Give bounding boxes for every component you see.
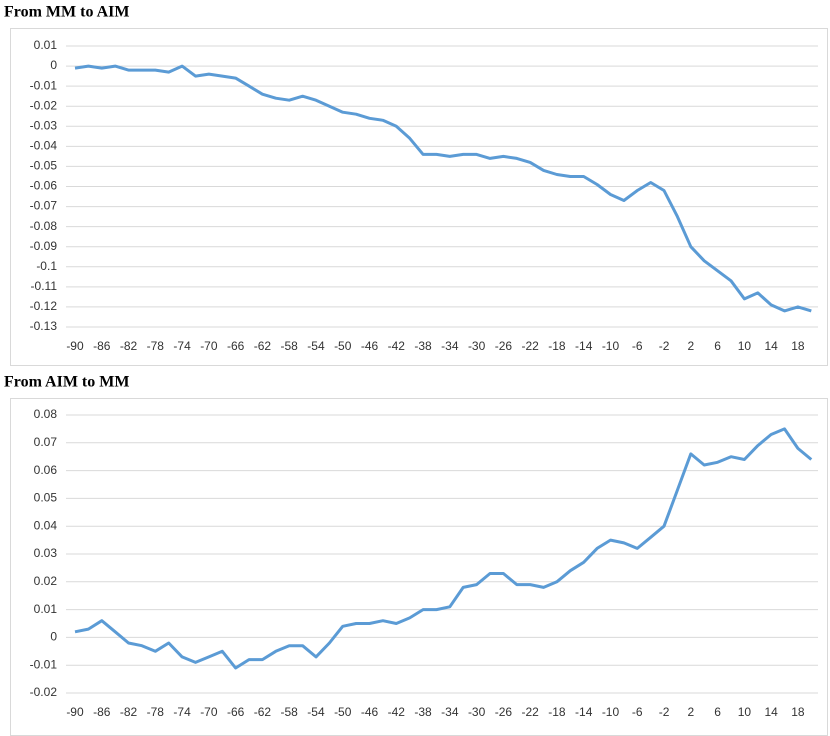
x-tick-label: -2: [659, 705, 670, 719]
x-tick-label: -66: [227, 339, 245, 353]
x-tick-label: -58: [281, 339, 299, 353]
x-tick-label: 18: [791, 339, 805, 353]
x-tick-label: -46: [361, 705, 379, 719]
x-tick-label: -78: [147, 339, 165, 353]
x-tick-label: -26: [495, 705, 513, 719]
x-tick-label: -74: [173, 339, 191, 353]
y-tick-label: -0.09: [30, 239, 58, 253]
x-tick-label: -90: [66, 339, 84, 353]
y-tick-label: -0.02: [30, 98, 58, 112]
x-tick-label: -38: [414, 339, 432, 353]
x-tick-label: -10: [602, 705, 620, 719]
y-tick-label: -0.1: [36, 259, 57, 273]
x-tick-label: -6: [632, 339, 643, 353]
x-tick-label: -90: [66, 705, 84, 719]
y-tick-label: -0.07: [30, 199, 58, 213]
y-tick-label: 0.07: [34, 435, 58, 449]
x-tick-label: -50: [334, 705, 352, 719]
x-tick-label: -34: [441, 339, 459, 353]
x-tick-label: -2: [659, 339, 670, 353]
y-tick-label: -0.03: [30, 118, 58, 132]
x-tick-label: -30: [468, 339, 486, 353]
x-tick-label: -42: [388, 705, 406, 719]
x-tick-label: -38: [414, 705, 432, 719]
x-tick-label: -74: [173, 705, 191, 719]
y-tick-label: -0.06: [30, 179, 58, 193]
y-tick-label: 0.02: [34, 574, 58, 588]
y-tick-label: -0.12: [30, 299, 58, 313]
x-tick-label: -26: [495, 339, 513, 353]
y-tick-label: -0.01: [30, 657, 58, 671]
y-tick-label: 0: [50, 58, 57, 72]
x-tick-label: -30: [468, 705, 486, 719]
data-line: [74, 64, 812, 313]
x-tick-label: -86: [93, 705, 111, 719]
x-tick-label: -42: [388, 339, 406, 353]
x-tick-label: -14: [575, 705, 593, 719]
x-tick-label: 10: [738, 339, 752, 353]
chart-frame: [10, 28, 828, 366]
x-tick-label: -86: [93, 339, 111, 353]
x-tick-label: -6: [632, 705, 643, 719]
y-tick-label: 0: [50, 630, 57, 644]
x-tick-label: -58: [281, 705, 299, 719]
y-tick-label: 0.05: [34, 491, 58, 505]
x-tick-label: -54: [307, 339, 325, 353]
y-tick-label: -0.04: [30, 139, 58, 153]
x-tick-label: -10: [602, 339, 620, 353]
x-tick-label: -82: [120, 705, 138, 719]
x-tick-label: 2: [687, 339, 694, 353]
x-tick-label: -18: [548, 339, 566, 353]
x-tick-label: -70: [200, 339, 218, 353]
y-tick-label: -0.05: [30, 159, 58, 173]
chart-title: From AIM to MM: [4, 374, 129, 391]
x-tick-label: -62: [254, 339, 272, 353]
x-tick-label: 10: [738, 705, 752, 719]
y-tick-label: -0.01: [30, 78, 58, 92]
x-tick-label: -54: [307, 705, 325, 719]
x-tick-label: -50: [334, 339, 352, 353]
x-tick-label: -18: [548, 705, 566, 719]
x-tick-label: 14: [764, 339, 778, 353]
x-tick-label: -22: [521, 705, 539, 719]
y-tick-label: 0.01: [34, 602, 58, 616]
y-tick-label: 0.03: [34, 546, 58, 560]
x-tick-label: -66: [227, 705, 245, 719]
x-tick-label: -22: [521, 339, 539, 353]
x-tick-label: 2: [687, 705, 694, 719]
x-tick-label: -78: [147, 705, 165, 719]
x-tick-label: 18: [791, 705, 805, 719]
x-tick-label: -34: [441, 705, 459, 719]
x-tick-label: -46: [361, 339, 379, 353]
y-tick-label: 0.01: [34, 38, 58, 52]
x-tick-label: -14: [575, 339, 593, 353]
y-tick-label: 0.06: [34, 463, 58, 477]
y-tick-label: -0.08: [30, 219, 58, 233]
y-tick-label: -0.13: [30, 319, 58, 333]
y-tick-label: -0.02: [30, 685, 58, 699]
chart-title: From MM to AIM: [4, 4, 129, 21]
x-tick-label: 6: [714, 705, 721, 719]
y-tick-label: 0.04: [34, 518, 58, 532]
x-tick-label: 14: [764, 705, 778, 719]
x-tick-label: -62: [254, 705, 272, 719]
data-line: [74, 427, 813, 670]
x-tick-label: 6: [714, 339, 721, 353]
y-tick-label: 0.08: [34, 407, 58, 421]
y-tick-label: -0.11: [31, 279, 58, 293]
x-tick-label: -70: [200, 705, 218, 719]
chart-frame: [10, 398, 828, 736]
x-tick-label: -82: [120, 339, 138, 353]
